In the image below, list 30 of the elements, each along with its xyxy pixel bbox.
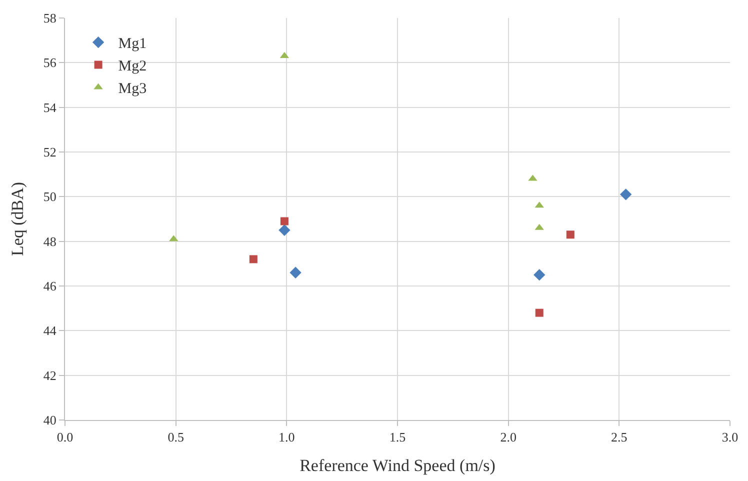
x-axis-title: Reference Wind Speed (m/s) <box>300 456 496 475</box>
legend-label: Mg2 <box>118 58 147 75</box>
y-tick-label: 48 <box>43 234 56 249</box>
y-tick-label: 52 <box>43 144 56 160</box>
y-tick-label: 44 <box>43 323 57 338</box>
y-axis-title: Leq (dBA) <box>8 182 27 256</box>
y-tick-label: 50 <box>43 189 56 204</box>
y-tick-label: 54 <box>43 100 57 115</box>
y-tick-label: 42 <box>43 368 56 383</box>
x-tick-label: 0.5 <box>168 430 184 445</box>
x-tick-label: 1.5 <box>389 430 406 445</box>
y-tick-label: 58 <box>43 10 56 26</box>
x-tick-label: 0.0 <box>56 430 74 445</box>
x-tick-label: 2.0 <box>500 430 516 445</box>
point <box>290 266 302 278</box>
point <box>534 268 546 281</box>
point <box>280 217 288 226</box>
point <box>566 230 574 239</box>
point <box>535 308 544 317</box>
point <box>278 224 290 236</box>
x-tick-label: 3.0 <box>722 430 738 445</box>
x-tick-label: 2.5 <box>611 430 628 445</box>
y-tick-label: 56 <box>43 55 57 70</box>
y-tick-label: 46 <box>43 278 57 294</box>
x-tick-label: 1.0 <box>278 430 295 445</box>
legend-label: Mg1 <box>118 36 147 52</box>
point <box>620 188 632 200</box>
y-tick-label: 40 <box>43 412 56 428</box>
legend-label: Mg3 <box>118 81 147 98</box>
point <box>249 255 258 264</box>
